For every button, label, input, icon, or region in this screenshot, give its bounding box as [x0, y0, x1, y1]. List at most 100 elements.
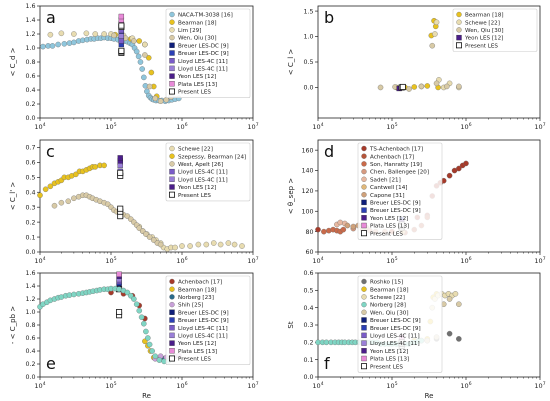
y-tick-label: 80: [305, 229, 313, 236]
panel-e: 104 105 106 107 0.0 0.2 0.4 0.6 0.8 1.0 1.2 1.4 1.6 -…: [9, 270, 259, 400]
panel-d: 104 105 106 107 60 80 100 120 140 160 < θ_sep > d TS…: [287, 139, 546, 265]
data-point: [399, 83, 406, 90]
data-point: [145, 55, 152, 61]
y-tick-label: 0.6: [25, 160, 35, 167]
y-tick-label: 1.5: [303, 8, 313, 15]
data-point: [73, 171, 79, 178]
legend-marker: [169, 348, 175, 354]
legend-marker: [169, 65, 175, 72]
legend-label: TS-Achenbach [17]: [369, 147, 423, 153]
y-tick-label: 100: [301, 208, 313, 215]
legend-marker: [169, 176, 175, 182]
legend-label: Lloyd LES-4C [11]: [178, 177, 228, 183]
legend-marker: [169, 325, 175, 331]
data-point: [101, 162, 107, 169]
data-point: [139, 66, 145, 72]
data-point: [131, 296, 137, 302]
legend-label: Plata LES [13]: [370, 224, 409, 230]
legend-marker: [169, 332, 175, 339]
legend-marker: [169, 42, 175, 48]
data-point: [143, 328, 149, 335]
data-point: [116, 308, 123, 315]
data-point: [424, 83, 431, 89]
legend-marker: [361, 168, 367, 175]
data-point: [217, 241, 224, 248]
data-point: [152, 353, 159, 359]
panel-letter: b: [324, 8, 334, 27]
y-tick-label: 1.2: [25, 296, 35, 303]
y-tick-label: 60: [305, 249, 313, 256]
legend-marker: [169, 27, 175, 33]
data-point: [71, 291, 77, 298]
legend-label: Breuer LES-DC [9]: [370, 208, 421, 214]
x-tick-label: 106: [176, 122, 187, 131]
legend-marker: [361, 176, 367, 182]
data-point: [432, 31, 438, 37]
legend-marker: [169, 317, 175, 323]
legend-label: Breuer LES-DC [9]: [178, 51, 229, 57]
legend-label: Son, Hanratty [19]: [370, 162, 422, 168]
legend-box: [165, 275, 251, 365]
legend-label: West, Apelt [26]: [178, 162, 223, 168]
legend-marker: [169, 19, 175, 25]
legend-box: [165, 142, 251, 202]
legend-label: Bearman [18]: [178, 287, 217, 293]
legend-marker: [168, 88, 175, 95]
legend-box: [452, 8, 538, 52]
data-point: [117, 162, 123, 169]
legend-marker: [169, 145, 175, 152]
legend-marker: [361, 145, 367, 152]
y-axis-label: St: [287, 321, 295, 328]
legend-marker: [168, 191, 175, 198]
x-tick-label: 104: [34, 256, 45, 265]
y-axis-label: - < C_pb >: [9, 306, 17, 344]
legend-marker: [361, 286, 367, 292]
legend-marker: [169, 50, 175, 56]
legend-marker: [168, 355, 175, 362]
data-point: [315, 226, 321, 233]
legend-label: Bearman [18]: [465, 13, 504, 19]
y-tick-label: 0.4: [25, 348, 35, 355]
legend-marker: [169, 309, 175, 315]
legend-marker: [361, 199, 367, 206]
x-tick-label: 105: [105, 122, 116, 131]
legend-label: Yeon LES [12]: [369, 349, 408, 355]
x-tick-label: 104: [34, 381, 45, 390]
data-point: [135, 53, 142, 60]
legend-marker: [361, 192, 367, 198]
legend-label: Lloyd LES-4C [11]: [370, 334, 420, 340]
data-point: [172, 244, 178, 251]
legend-label: Schewe [22]: [178, 147, 213, 153]
data-point: [138, 314, 145, 320]
legend-label: Present LES: [178, 193, 211, 199]
legend-label: Lloyd LES-4C [11]: [178, 326, 228, 332]
data-point: [51, 202, 58, 209]
x-tick-label: 106: [460, 256, 471, 265]
legend-marker: [169, 340, 175, 346]
legend-marker: [361, 340, 367, 346]
legend-marker: [361, 294, 367, 300]
y-tick-label: 0.1: [303, 357, 313, 364]
data-point: [210, 240, 217, 246]
x-tick-label: 104: [34, 122, 45, 131]
legend-label: Yeon LES [12]: [177, 74, 216, 80]
legend-label: Plata LES [13]: [178, 349, 217, 355]
legend-label: Breuer LES-DC [9]: [178, 318, 229, 324]
data-point: [118, 38, 125, 44]
x-tick-label: 106: [176, 381, 187, 390]
y-tick-label: 0.5: [303, 288, 313, 295]
legend-label: Plata LES [13]: [178, 82, 217, 88]
data-point: [149, 348, 155, 354]
legend-marker: [361, 278, 367, 285]
legend-label: Capone [31]: [370, 193, 405, 199]
panel-c: 104 105 106 107 0.0 0.1 0.2 0.3 0.4 0.5 0.6 0.7 < C_…: [9, 139, 259, 265]
legend-box: [357, 275, 443, 373]
legend-label: Present LES: [465, 43, 498, 49]
legend-marker: [455, 42, 462, 49]
legend-label: Achenbach [17]: [178, 280, 222, 286]
legend-marker: [361, 317, 367, 323]
y-tick-label: 0.2: [25, 361, 35, 368]
legend-label: Norberg [23]: [178, 295, 214, 301]
data-point: [411, 84, 418, 90]
legend-marker: [169, 81, 175, 87]
